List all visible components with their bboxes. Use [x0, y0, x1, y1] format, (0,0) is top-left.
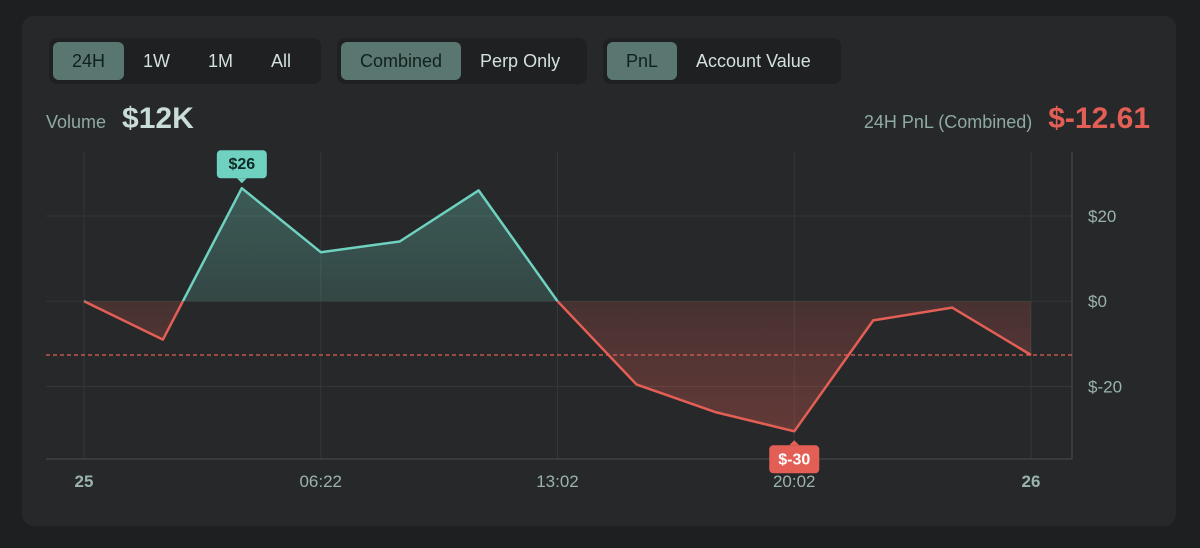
y-tick-label: $20 [1088, 207, 1116, 226]
volume-stat: Volume $12K [46, 102, 194, 136]
volume-value: $12K [122, 102, 194, 135]
mode-selector: Combined Perp Only [337, 38, 587, 84]
mode-tab-perp-only[interactable]: Perp Only [480, 50, 561, 71]
volume-label: Volume [46, 112, 107, 132]
max-value-badge-pointer [236, 178, 247, 184]
pnl-label: 24H PnL (Combined) [863, 112, 1033, 132]
range-tab-24h[interactable]: 24H [53, 42, 125, 80]
min-value-badge: $-30 [778, 451, 810, 468]
y-tick-label: $-20 [1088, 378, 1122, 397]
x-tick-label: 06:22 [299, 472, 342, 491]
x-tick-label: 26 [1022, 472, 1041, 491]
metric-tab-pnl[interactable]: PnL [607, 42, 678, 80]
range-selector: 24H 1W 1M All [49, 38, 321, 84]
mode-tab-combined[interactable]: Combined [341, 42, 462, 80]
series-line-negative [83, 301, 1032, 433]
positive-area [84, 188, 1031, 302]
range-tab-all[interactable]: All [271, 50, 292, 71]
x-tick-label: 13:02 [536, 472, 579, 491]
x-tick-label: 25 [75, 472, 94, 491]
range-tab-1w[interactable]: 1W [143, 50, 171, 71]
y-tick-label: $0 [1088, 292, 1107, 311]
x-tick-label: 20:02 [773, 472, 816, 491]
metric-selector: PnL Account Value [603, 38, 841, 84]
metric-tab-account-value[interactable]: Account Value [696, 50, 811, 71]
pnl-value: $-12.61 [1048, 102, 1150, 135]
max-value-badge-bg [216, 150, 267, 179]
range-tab-1m[interactable]: 1M [208, 50, 234, 71]
negative-area [84, 301, 1031, 432]
min-value-badge-bg [769, 445, 820, 474]
pnl-stat: 24H PnL (Combined) $-12.61 [864, 102, 1150, 136]
min-value-badge-pointer [789, 440, 800, 446]
series-line-positive [83, 186, 560, 302]
max-value-badge: $26 [228, 156, 255, 173]
